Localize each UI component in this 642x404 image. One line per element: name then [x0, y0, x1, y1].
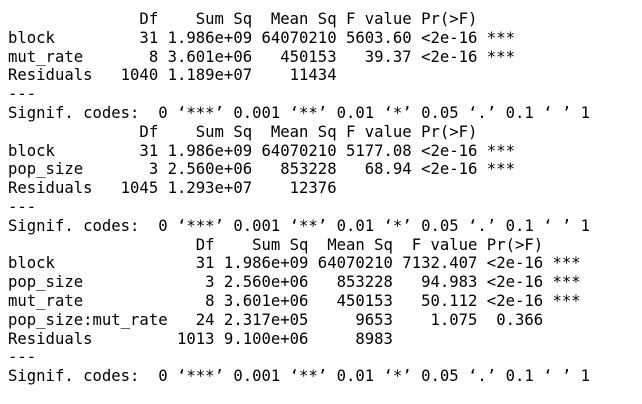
- anova3-row-block: block 31 1.986e+09 64070210 7132.407 <2e…: [8, 254, 581, 273]
- anova1-separator: ---: [8, 85, 37, 104]
- anova3-row-interaction: pop_size:mut_rate 24 2.317e+05 9653 1.07…: [8, 310, 581, 329]
- anova1-row-residuals: Residuals 1040 1.189e+07 11434: [8, 66, 515, 85]
- anova3-signif-codes: Signif. codes: 0 ‘***’ 0.001 ‘**’ 0.01 ‘…: [8, 367, 591, 386]
- anova3-separator: ---: [8, 348, 37, 367]
- anova1-row-block: block 31 1.986e+09 64070210 5603.60 <2e-…: [8, 28, 515, 47]
- anova3-row-pop-size: pop_size 3 2.560e+06 853228 94.983 <2e-1…: [8, 273, 581, 292]
- anova1-header-line: Df Sum Sq Mean Sq F value Pr(>F): [8, 10, 515, 28]
- anova2-row-block: block 31 1.986e+09 64070210 5177.08 <2e-…: [8, 141, 515, 160]
- anova2-row-residuals: Residuals 1045 1.293e+07 12376: [8, 179, 515, 198]
- anova3-row-residuals: Residuals 1013 9.100e+06 8983: [8, 329, 581, 348]
- anova2-signif-codes: Signif. codes: 0 ‘***’ 0.001 ‘**’ 0.01 ‘…: [8, 216, 591, 235]
- anova2-row-pop-size: pop_size 3 2.560e+06 853228 68.94 <2e-16…: [8, 160, 515, 179]
- anova3-header-line: Df Sum Sq Mean Sq F value Pr(>F): [8, 235, 581, 254]
- anova2-separator: ---: [8, 197, 37, 216]
- anova1-row-mut-rate: mut_rate 8 3.601e+06 450153 39.37 <2e-16…: [8, 47, 515, 66]
- anova1-signif-codes: Signif. codes: 0 ‘***’ 0.001 ‘**’ 0.01 ‘…: [8, 103, 591, 122]
- anova3-row-mut-rate: mut_rate 8 3.601e+06 450153 50.112 <2e-1…: [8, 291, 581, 310]
- anova2-header-line: Df Sum Sq Mean Sq F value Pr(>F): [8, 122, 515, 141]
